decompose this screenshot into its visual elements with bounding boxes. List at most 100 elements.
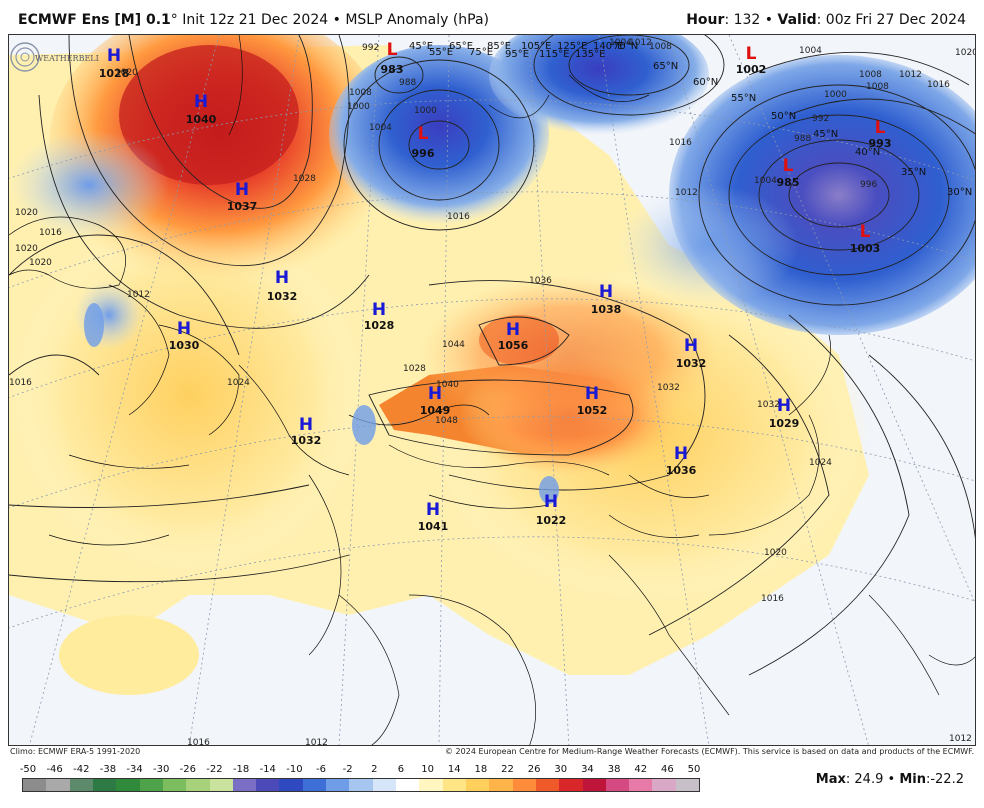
isobar-label: 988 [399, 78, 416, 88]
isobar-label: 1020 [115, 68, 138, 78]
colorbar-tick-label: -26 [179, 764, 196, 775]
colorbar-swatch [489, 779, 513, 791]
lat-label: 35°N [901, 167, 926, 178]
colorbar-swatch [139, 779, 163, 791]
lon-label: 125°E [557, 41, 587, 52]
isobar-labels: 1020 1016 1020 1016 1012 1008 1004 1000 … [9, 38, 976, 746]
isobar-label: 1016 [39, 228, 62, 238]
hour-label: Hour [686, 12, 725, 28]
colorbar-swatch [302, 779, 327, 791]
colorbar-tick-label: -14 [259, 764, 276, 775]
colorbar-swatch [396, 779, 420, 791]
valid-label: Valid [777, 12, 817, 28]
isobar-label: 1024 [809, 458, 832, 468]
system-value: 1036 [666, 464, 697, 477]
colorbar-swatch [116, 779, 140, 791]
colorbar-swatch [652, 779, 676, 791]
pressure-systems: H 1028 H 1040 H 1037 H 1032 H 1028 H 103… [99, 40, 892, 533]
isobar-label: 1008 [349, 88, 372, 98]
anomaly-map: H 1028 H 1040 H 1037 H 1032 H 1028 H 103… [9, 35, 976, 746]
isobar-label: 1016 [761, 594, 784, 604]
scandinavia-low-anomaly [9, 130, 169, 240]
lat-label: 30°N [947, 187, 972, 198]
lon-label: 95°E [505, 49, 529, 60]
max-min-separator: • [887, 772, 896, 787]
isobar-label: 1016 [669, 138, 692, 148]
isobar-label: 1024 [227, 378, 250, 388]
isobar-label: 1028 [293, 174, 316, 184]
isobar-label: 1040 [436, 380, 459, 390]
colorbar-swatch [535, 779, 560, 791]
lat-label: 70°N [613, 41, 638, 52]
isobar-label: 1016 [9, 378, 32, 388]
isobar-label: 996 [860, 180, 877, 190]
isobar-label: 1004 [754, 176, 777, 186]
system-letter: H [235, 180, 249, 200]
system-value: 1032 [267, 290, 298, 303]
colorbar-tick-label: 10 [421, 764, 434, 775]
colorbar-tick-label: -46 [46, 764, 63, 775]
colorbar-tick-label: 14 [447, 764, 461, 775]
system-value: 1032 [676, 357, 707, 370]
system-letter: H [177, 319, 191, 339]
colorbar-tick-label: 34 [581, 764, 594, 775]
isobar-label: 1012 [629, 38, 652, 48]
system-letter: H [299, 415, 313, 435]
system-value: 1040 [186, 113, 217, 126]
colorbar-swatch [675, 779, 700, 791]
system-letter: H [194, 92, 208, 112]
system-letter: H [777, 396, 791, 416]
colorbar-tick-label: 46 [660, 764, 674, 775]
weatherbell-logo: WEATHERBELL [10, 42, 99, 72]
isobar-label: 1020 [15, 244, 38, 254]
colorbar-tick-label: -34 [126, 764, 143, 775]
isobar-label: 1000 [824, 90, 847, 100]
forecast-time: Hour: 132 • Valid: 00z Fri 27 Dec 2024 [686, 12, 966, 28]
system-letter: H [372, 300, 386, 320]
lon-label: 140°E [593, 41, 623, 52]
colorbar-swatch [23, 779, 47, 791]
colorbar-tick-label: 22 [501, 764, 514, 775]
colorbar-swatch [372, 779, 396, 791]
system-letter: L [783, 156, 794, 176]
colorbar-tick-label: 50 [687, 764, 701, 775]
colorbar [22, 778, 700, 792]
colorbar-tick-label: 2 [371, 764, 378, 775]
max-label: Max [815, 772, 846, 787]
colorbar-swatch [279, 779, 303, 791]
system-value: 1022 [536, 514, 567, 527]
model-name: ECMWF Ens [M] 0.1 [18, 12, 171, 28]
system-value: 1049 [420, 404, 451, 417]
system-letter: H [544, 492, 558, 512]
isobar-label: 988 [794, 134, 811, 144]
isobars [9, 35, 975, 676]
lon-label: 135°E [575, 49, 605, 60]
isobar-label: 1016 [187, 738, 210, 746]
isobar-label: 1000 [347, 102, 370, 112]
colorbar-tick-label: -30 [153, 764, 170, 775]
colorbar-swatch [92, 779, 117, 791]
isobar-label: 1000 [414, 106, 437, 116]
system-value: 1003 [850, 242, 881, 255]
coastlines [9, 35, 975, 745]
system-value: 1028 [99, 67, 130, 80]
colorbar-swatch [419, 779, 443, 791]
lat-label: 50°N [771, 111, 796, 122]
system-letter: L [746, 44, 757, 64]
isobar-label: 1020 [955, 48, 976, 58]
colorbar-tick-label: 26 [527, 764, 541, 775]
hour-value: : 132 [724, 12, 761, 28]
system-letter: L [875, 118, 886, 138]
mongolia-high-anomaly [419, 275, 719, 435]
isobar-label: 1012 [949, 734, 972, 744]
graticule [9, 35, 975, 745]
system-value: 1029 [769, 417, 800, 430]
lon-label: 55°E [429, 47, 453, 58]
map-panel: H 1028 H 1040 H 1037 H 1032 H 1028 H 103… [8, 34, 976, 746]
map-title: ECMWF Ens [M] 0.1° Init 12z 21 Dec 2024 … [18, 12, 489, 28]
colorbar-tick-label: -2 [342, 764, 353, 775]
system-letter: H [428, 384, 442, 404]
lon-label: 115°E [539, 49, 569, 60]
system-letter: L [860, 222, 871, 242]
colorbar-swatch [559, 779, 583, 791]
